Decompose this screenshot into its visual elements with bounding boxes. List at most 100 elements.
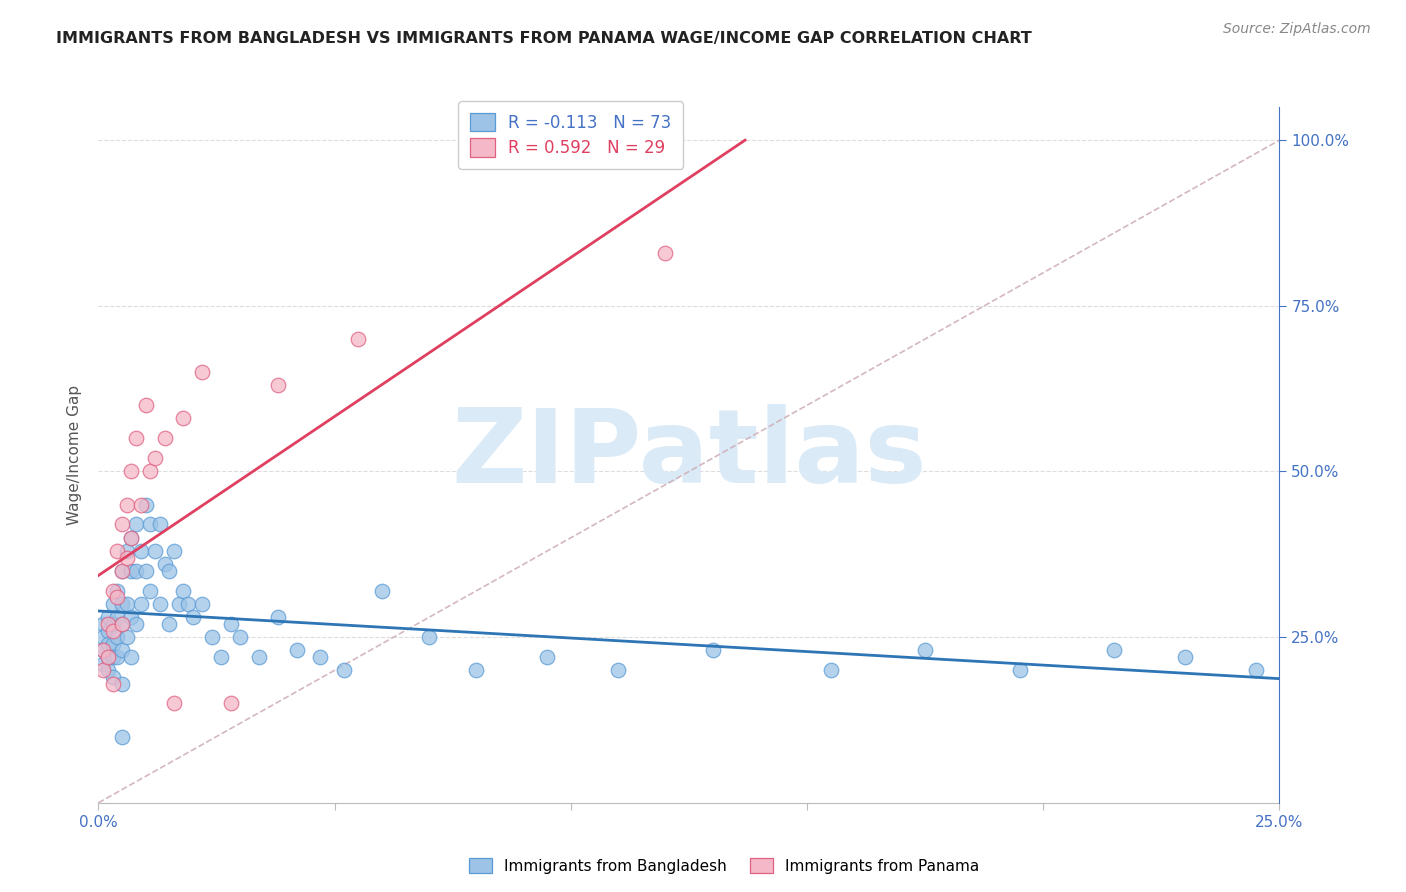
Point <box>139 465 162 479</box>
Point <box>121 610 143 624</box>
Point <box>115 597 138 611</box>
Point <box>91 643 114 657</box>
Legend: Immigrants from Bangladesh, Immigrants from Panama: Immigrants from Bangladesh, Immigrants f… <box>463 852 986 880</box>
Point <box>139 583 162 598</box>
Point <box>157 564 180 578</box>
Point <box>97 650 120 665</box>
Point <box>111 564 134 578</box>
Point <box>143 544 166 558</box>
Text: Source: ZipAtlas.com: Source: ZipAtlas.com <box>1223 22 1371 37</box>
Point <box>191 365 214 379</box>
Point <box>101 637 124 651</box>
Text: IMMIGRANTS FROM BANGLADESH VS IMMIGRANTS FROM PANAMA WAGE/INCOME GAP CORRELATION: IMMIGRANTS FROM BANGLADESH VS IMMIGRANTS… <box>56 31 1032 46</box>
Point <box>135 398 157 412</box>
Point <box>143 451 166 466</box>
Point <box>91 663 114 677</box>
Point <box>97 610 120 624</box>
Point <box>1244 663 1267 677</box>
Point <box>101 650 124 665</box>
Y-axis label: Wage/Income Gap: Wage/Income Gap <box>67 384 83 525</box>
Point <box>97 624 120 638</box>
Point <box>105 591 128 605</box>
Point <box>105 610 128 624</box>
Point <box>97 637 120 651</box>
Point <box>111 616 134 631</box>
Point <box>135 564 157 578</box>
Point <box>172 583 194 598</box>
Point <box>157 616 180 631</box>
Point <box>105 650 128 665</box>
Point <box>209 650 232 665</box>
Point <box>167 597 190 611</box>
Point <box>97 663 120 677</box>
Point <box>105 630 128 644</box>
Point <box>536 650 558 665</box>
Point <box>149 597 172 611</box>
Point <box>914 643 936 657</box>
Point <box>129 544 152 558</box>
Point <box>267 610 290 624</box>
Point <box>153 431 176 445</box>
Point <box>135 498 157 512</box>
Point <box>177 597 200 611</box>
Point <box>121 650 143 665</box>
Point <box>163 544 186 558</box>
Point <box>139 517 162 532</box>
Point <box>111 597 134 611</box>
Point <box>201 630 224 644</box>
Point <box>101 597 124 611</box>
Point <box>105 583 128 598</box>
Point <box>125 564 148 578</box>
Point <box>97 650 120 665</box>
Point <box>191 597 214 611</box>
Point <box>702 643 724 657</box>
Point <box>418 630 440 644</box>
Point <box>111 616 134 631</box>
Point <box>111 730 134 744</box>
Point <box>125 616 148 631</box>
Point <box>115 550 138 565</box>
Point <box>465 663 488 677</box>
Legend: R = -0.113   N = 73, R = 0.592   N = 29: R = -0.113 N = 73, R = 0.592 N = 29 <box>458 102 683 169</box>
Point <box>97 616 120 631</box>
Point <box>1174 650 1197 665</box>
Point <box>101 583 124 598</box>
Point <box>111 517 134 532</box>
Point <box>163 697 186 711</box>
Point <box>149 517 172 532</box>
Point <box>101 676 124 690</box>
Point <box>153 558 176 572</box>
Point <box>91 657 114 671</box>
Point <box>115 630 138 644</box>
Point <box>115 544 138 558</box>
Point <box>91 616 114 631</box>
Point <box>309 650 332 665</box>
Point <box>129 597 152 611</box>
Point <box>91 643 114 657</box>
Point <box>125 517 148 532</box>
Point <box>121 465 143 479</box>
Point <box>347 332 370 346</box>
Point <box>101 670 124 684</box>
Point <box>129 498 152 512</box>
Point <box>219 616 242 631</box>
Point <box>91 630 114 644</box>
Point <box>101 624 124 638</box>
Text: ZIPatlas: ZIPatlas <box>451 404 927 506</box>
Point <box>820 663 842 677</box>
Point <box>101 616 124 631</box>
Point <box>1008 663 1031 677</box>
Point <box>105 544 128 558</box>
Point <box>1102 643 1125 657</box>
Point <box>111 676 134 690</box>
Point <box>121 564 143 578</box>
Point <box>125 431 148 445</box>
Point <box>654 245 676 260</box>
Point <box>267 378 290 392</box>
Point <box>333 663 356 677</box>
Point <box>607 663 630 677</box>
Point <box>247 650 270 665</box>
Point <box>111 643 134 657</box>
Point <box>121 531 143 545</box>
Point <box>285 643 308 657</box>
